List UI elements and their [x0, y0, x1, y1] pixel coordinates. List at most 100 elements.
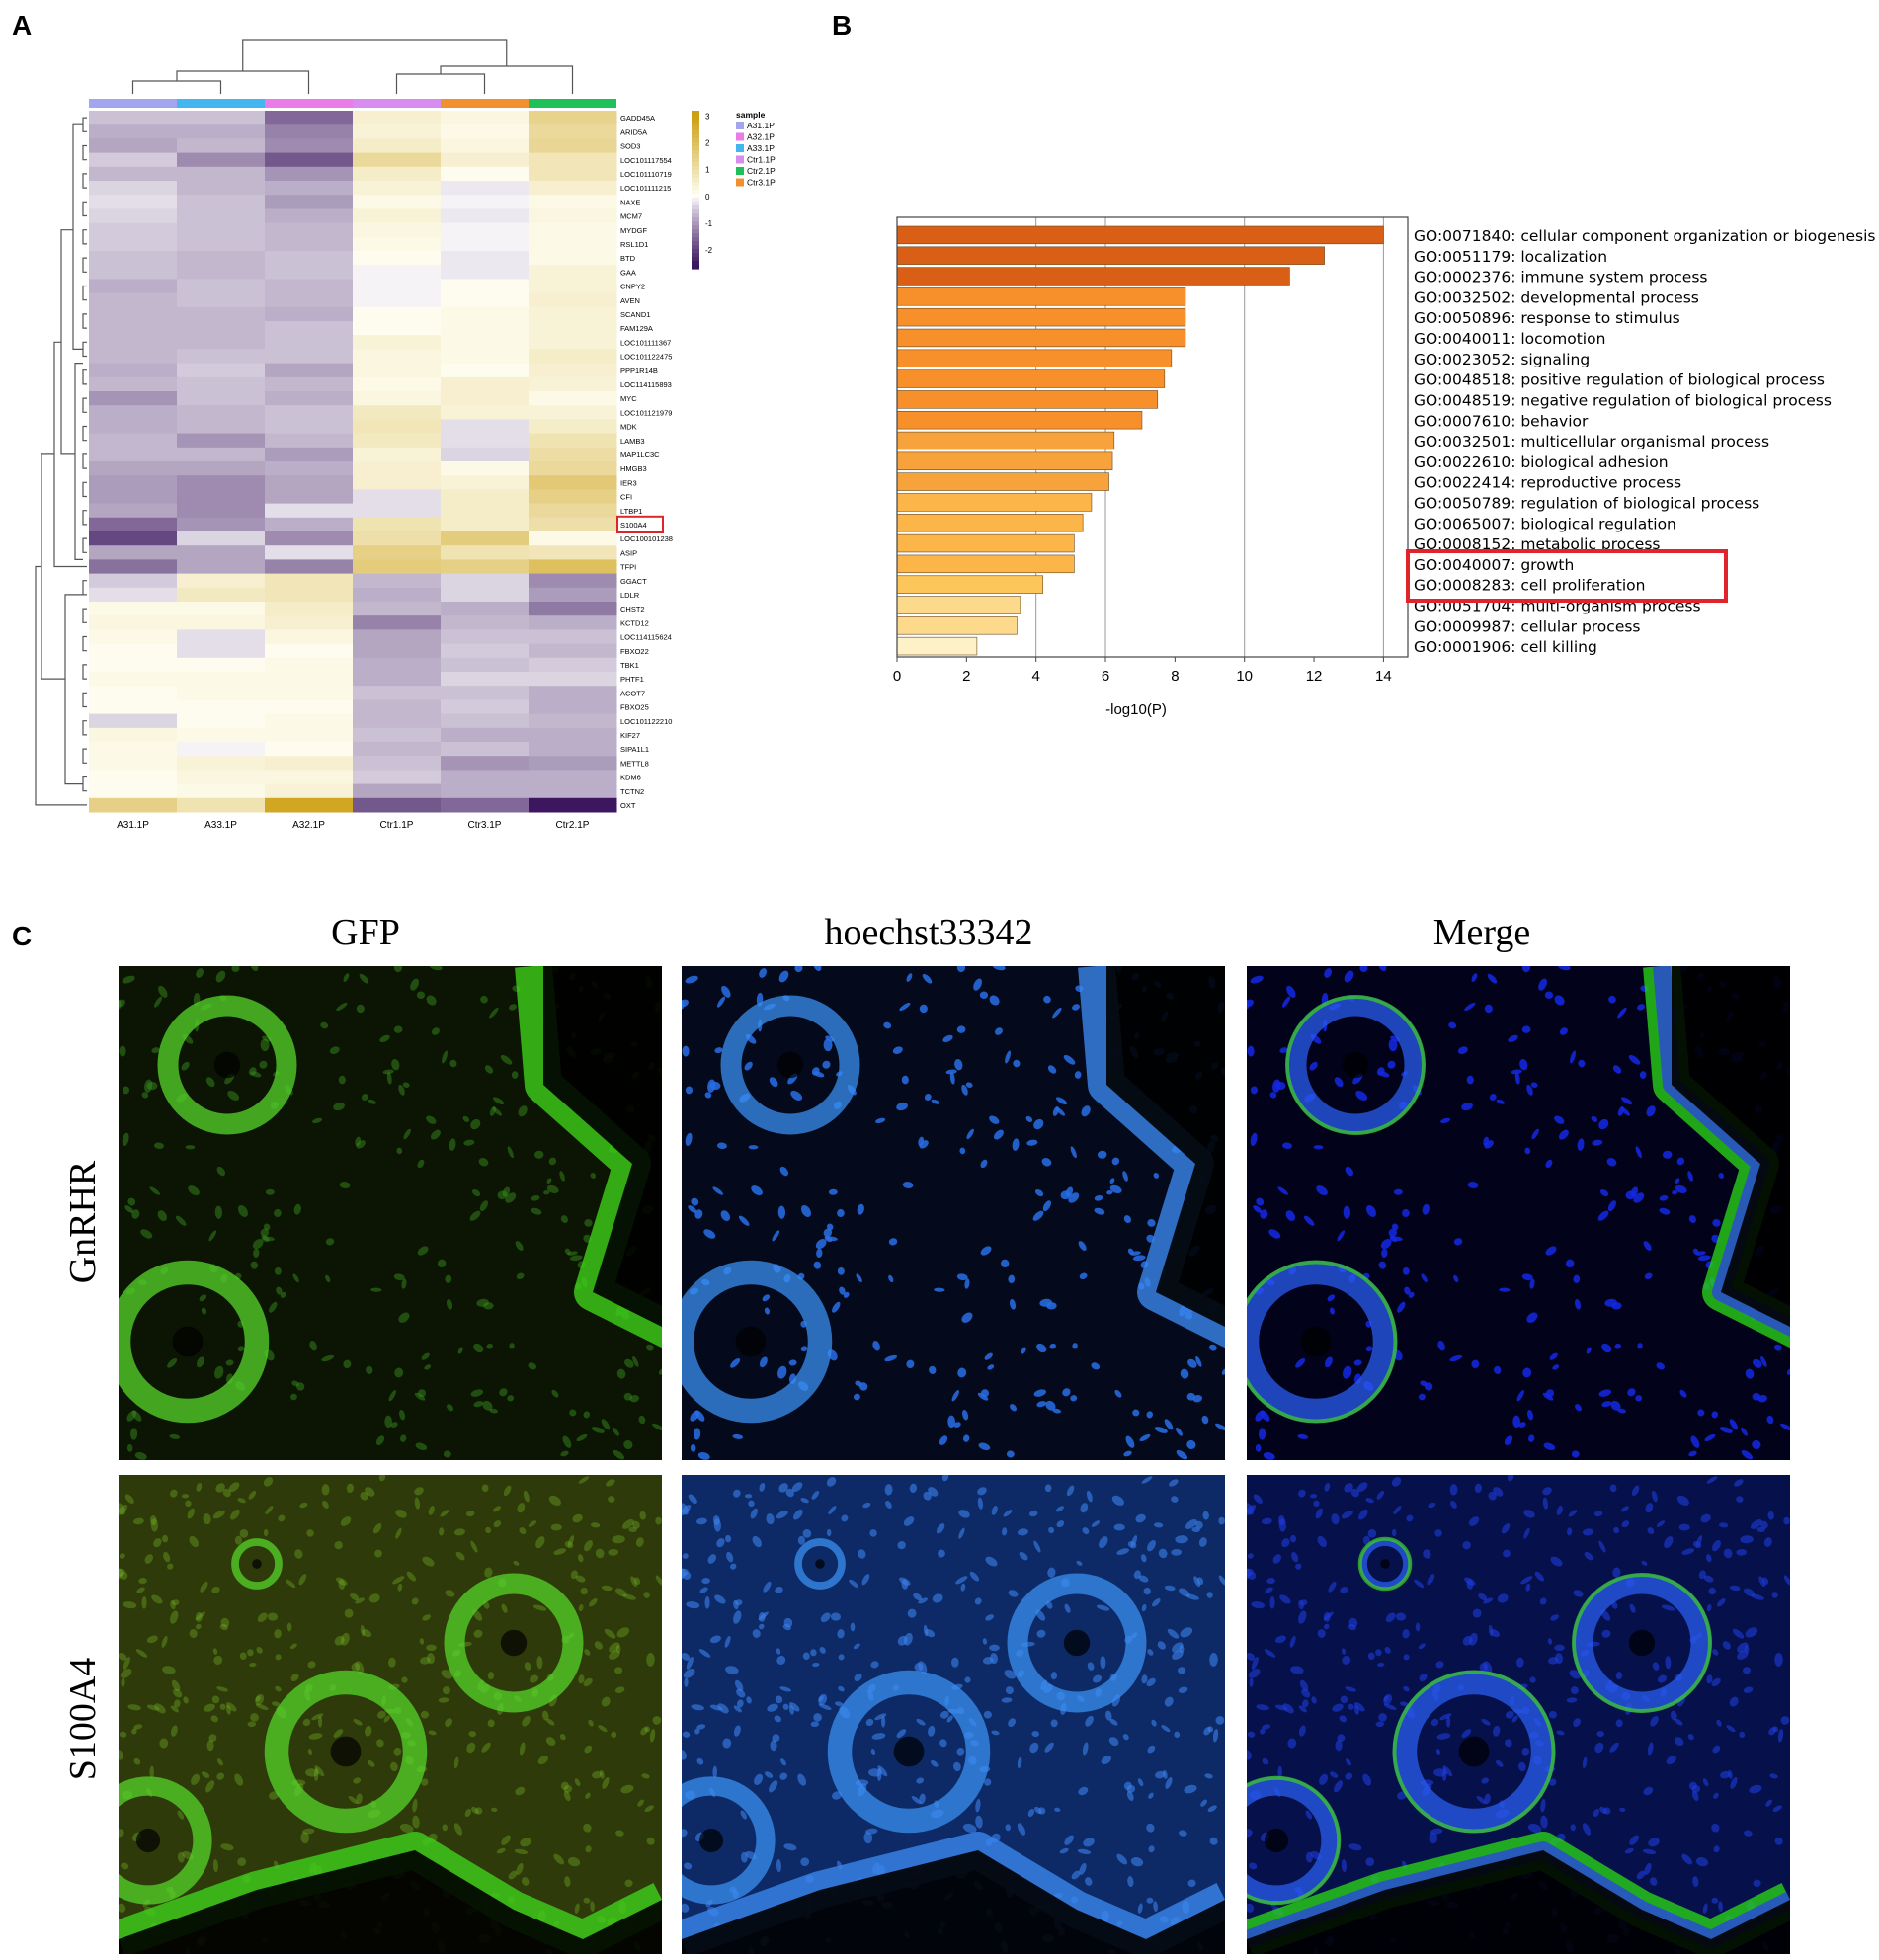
heatmap-cell — [265, 699, 354, 715]
heatmap-cell — [353, 699, 442, 715]
cell-nucleus — [1621, 1097, 1633, 1105]
cell-nucleus — [1097, 1150, 1107, 1159]
cell-nucleus — [376, 1739, 384, 1748]
cell-nucleus — [714, 1047, 723, 1054]
cell-nucleus — [1127, 1248, 1134, 1255]
cell-nucleus — [481, 1484, 489, 1493]
cell-nucleus — [1122, 1734, 1129, 1741]
sample-color-bar — [441, 99, 529, 108]
cell-nucleus — [1329, 1771, 1339, 1778]
cell-nucleus — [1434, 1529, 1442, 1537]
cell-nucleus — [598, 1725, 608, 1733]
cell-nucleus — [1087, 1662, 1095, 1671]
cell-nucleus — [1675, 1184, 1687, 1193]
cell-nucleus — [1472, 1608, 1482, 1618]
cell-nucleus — [785, 1488, 794, 1498]
cell-nucleus — [1048, 1526, 1055, 1534]
gland — [1247, 1776, 1341, 1905]
cell-nucleus — [1177, 1667, 1186, 1674]
cell-nucleus — [762, 1294, 771, 1302]
cell-nucleus — [489, 1408, 499, 1414]
scale-swatch — [692, 178, 699, 183]
cell-nucleus — [1175, 1535, 1188, 1544]
cell-nucleus — [1466, 1075, 1474, 1085]
cell-nucleus — [945, 1069, 957, 1075]
gene-label: LAMB3 — [620, 437, 645, 446]
cell-nucleus — [903, 1516, 915, 1526]
cell-nucleus — [942, 1034, 953, 1042]
cell-nucleus — [1570, 1824, 1576, 1832]
cell-nucleus — [368, 1593, 380, 1603]
cell-nucleus — [119, 1829, 124, 1838]
go-x-tick-label: 4 — [1032, 668, 1040, 685]
cell-nucleus — [1606, 1157, 1617, 1167]
cell-nucleus — [1388, 1228, 1398, 1237]
heatmap-cell — [529, 138, 617, 154]
cell-nucleus — [1708, 1587, 1716, 1595]
cell-nucleus — [220, 1843, 234, 1851]
cell-nucleus — [746, 1696, 752, 1704]
cell-nucleus — [309, 1340, 317, 1351]
cell-nucleus — [368, 1759, 375, 1767]
cell-nucleus — [1478, 1592, 1488, 1601]
cell-nucleus — [1353, 1704, 1359, 1715]
cell-nucleus — [217, 1758, 223, 1766]
scale-tick: 0 — [705, 193, 710, 202]
cell-nucleus — [1262, 1724, 1271, 1730]
cell-nucleus — [1262, 1757, 1269, 1765]
cell-nucleus — [819, 1646, 826, 1654]
micrograph-gnrhr-merge — [1247, 966, 1790, 1460]
cell-nucleus — [1697, 1255, 1711, 1262]
cell-nucleus — [1340, 1695, 1348, 1704]
cell-nucleus — [1568, 1510, 1578, 1517]
cell-nucleus — [1147, 1218, 1156, 1227]
cell-nucleus — [188, 1185, 200, 1196]
cell-nucleus — [119, 1553, 125, 1559]
go-x-tick-label: 10 — [1236, 668, 1253, 685]
cell-nucleus — [471, 1806, 479, 1815]
cell-nucleus — [414, 1487, 424, 1496]
heatmap-cell — [441, 195, 530, 209]
row-title-gnrhr: GnRHR — [62, 1160, 104, 1284]
cell-nucleus — [355, 1661, 365, 1674]
dendrogram-link — [82, 664, 87, 680]
heatmap-cell — [89, 251, 178, 266]
cell-nucleus — [1613, 1526, 1620, 1534]
cell-nucleus — [770, 1740, 777, 1752]
scale-swatch — [692, 170, 699, 175]
cell-nucleus — [1161, 1725, 1171, 1733]
cell-nucleus — [1395, 1612, 1407, 1621]
cell-nucleus — [427, 1653, 436, 1665]
cell-nucleus — [1637, 1004, 1645, 1011]
gland-lumen — [252, 1559, 262, 1569]
cell-nucleus — [1116, 1853, 1128, 1865]
cell-nucleus — [146, 1081, 158, 1091]
cell-nucleus — [1378, 966, 1387, 972]
cell-nucleus — [632, 1520, 640, 1529]
cell-nucleus — [925, 1629, 936, 1638]
cell-nucleus — [204, 1703, 215, 1712]
cell-nucleus — [212, 1510, 225, 1519]
cell-nucleus — [611, 1731, 617, 1739]
cell-nucleus — [1403, 1654, 1410, 1661]
cell-nucleus — [1773, 1344, 1782, 1351]
heatmap-cell — [353, 517, 442, 532]
heatmap-cell — [89, 335, 178, 350]
cell-nucleus — [255, 1703, 269, 1711]
cell-nucleus — [499, 1388, 508, 1397]
gene-label: LOC101122210 — [620, 717, 672, 726]
scale-swatch — [692, 241, 699, 246]
cell-nucleus — [141, 1092, 149, 1099]
cell-nucleus — [393, 1747, 402, 1756]
cell-nucleus — [1385, 1612, 1396, 1623]
cell-nucleus — [1143, 1587, 1151, 1595]
cell-nucleus — [1403, 1685, 1410, 1692]
cell-nucleus — [585, 1792, 591, 1799]
cell-nucleus — [519, 1742, 526, 1756]
cell-nucleus — [1383, 1695, 1389, 1702]
legend-swatch — [736, 155, 744, 164]
cell-nucleus — [637, 1799, 644, 1807]
cell-nucleus — [484, 1567, 493, 1578]
cell-nucleus — [1402, 1629, 1410, 1639]
cell-nucleus — [419, 1638, 425, 1645]
